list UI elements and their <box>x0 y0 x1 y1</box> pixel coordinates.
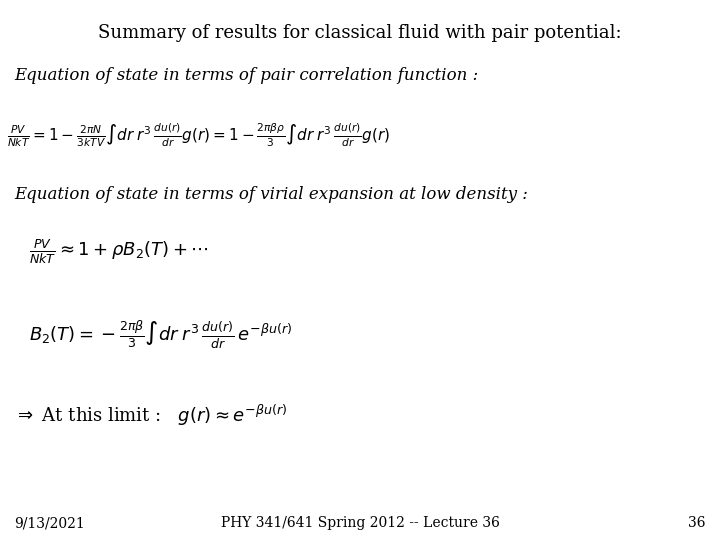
Text: Equation of state in terms of pair correlation function :: Equation of state in terms of pair corre… <box>14 68 479 84</box>
Text: 36: 36 <box>688 516 706 530</box>
Text: $\frac{PV}{NkT} \approx 1 + \rho B_2(T) + \cdots$: $\frac{PV}{NkT} \approx 1 + \rho B_2(T) … <box>29 238 209 266</box>
Text: $\frac{PV}{NkT} = 1 - \frac{2\pi N}{3kTV}\int dr\; r^3\, \frac{du(r)}{dr}g(r) = : $\frac{PV}{NkT} = 1 - \frac{2\pi N}{3kTV… <box>7 122 390 149</box>
Text: 9/13/2021: 9/13/2021 <box>14 516 85 530</box>
Text: $\Rightarrow$ At this limit :   $g(r) \approx e^{-\beta u(r)}$: $\Rightarrow$ At this limit : $g(r) \app… <box>14 402 287 428</box>
Text: PHY 341/641 Spring 2012 -- Lecture 36: PHY 341/641 Spring 2012 -- Lecture 36 <box>220 516 500 530</box>
Text: Summary of results for classical fluid with pair potential:: Summary of results for classical fluid w… <box>98 24 622 42</box>
Text: $B_2(T) = -\frac{2\pi\beta}{3}\int dr\; r^3\, \frac{du(r)}{dr}\,e^{-\beta u(r)}$: $B_2(T) = -\frac{2\pi\beta}{3}\int dr\; … <box>29 319 292 351</box>
Text: Equation of state in terms of virial expansion at low density :: Equation of state in terms of virial exp… <box>14 186 528 203</box>
